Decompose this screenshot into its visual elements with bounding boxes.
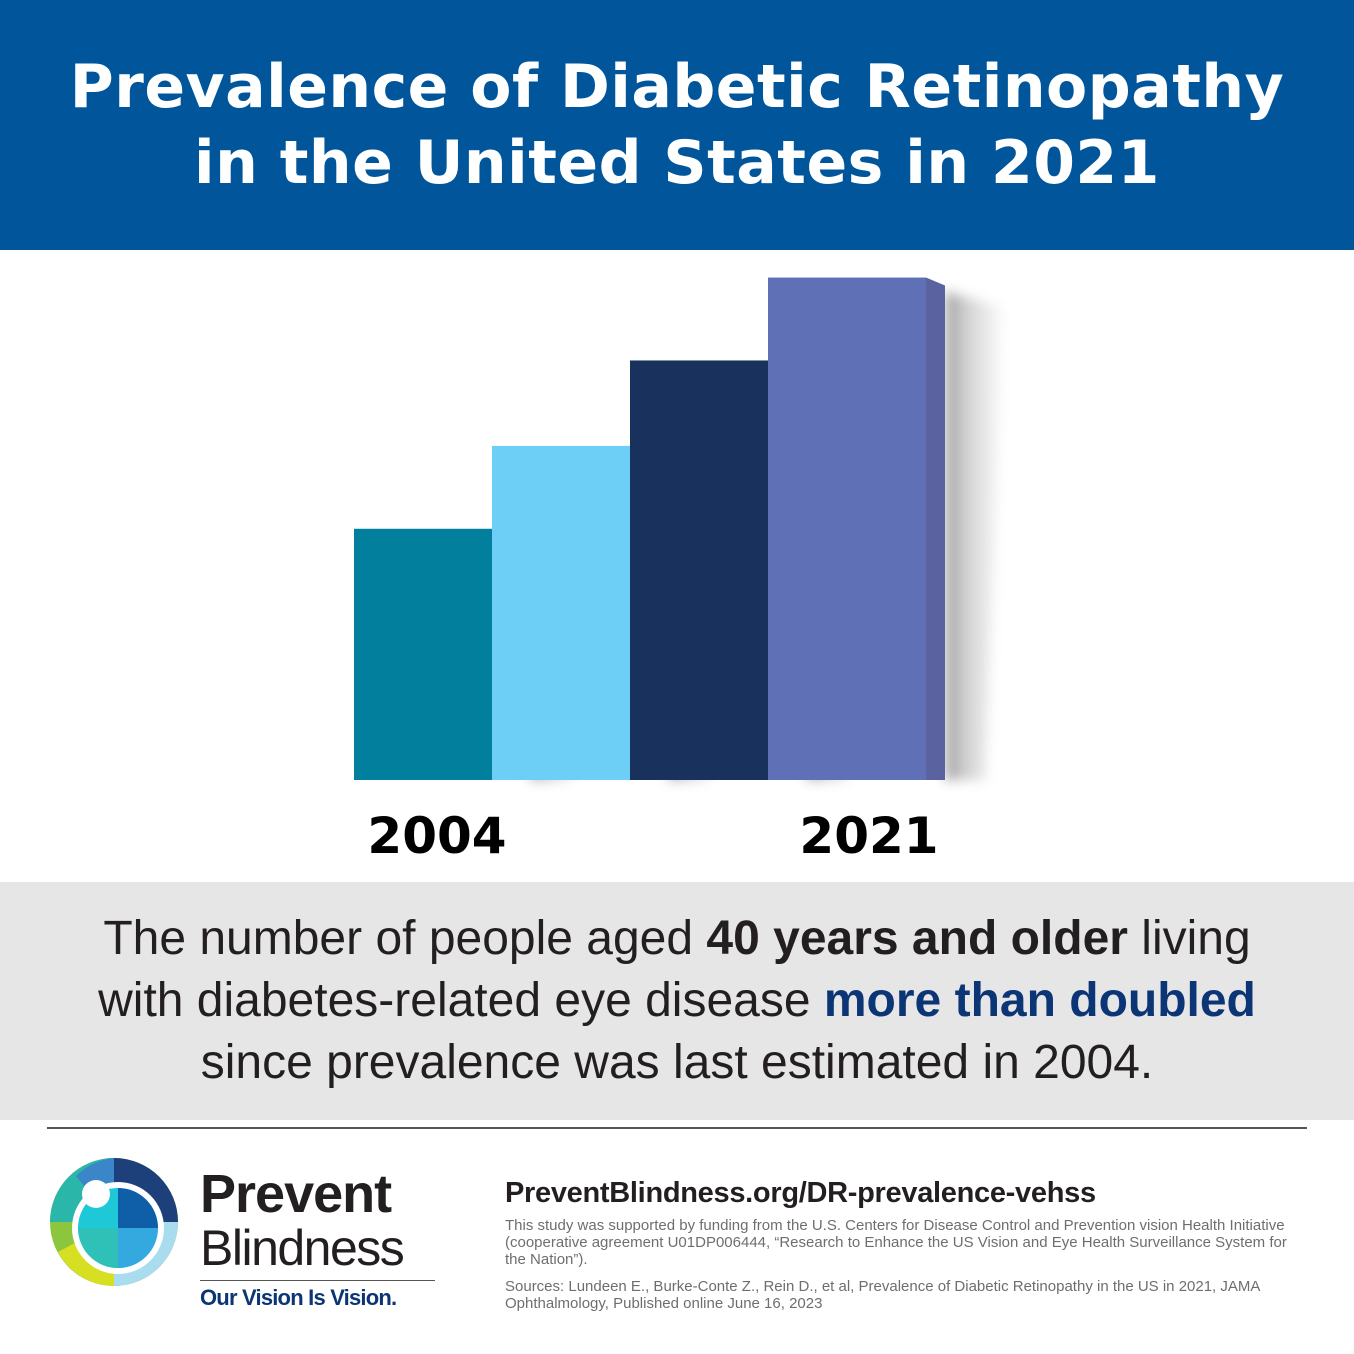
summary-panel: The number of people aged 40 years and o… [0, 882, 1354, 1120]
brand-rule [200, 1280, 435, 1281]
funding-note: This study was supported by funding from… [505, 1217, 1287, 1268]
summary-line-1: The number of people aged 40 years and o… [103, 908, 1250, 970]
summary-text: living [1127, 912, 1251, 965]
summary-emphasis-age: 40 years and older [706, 912, 1128, 965]
bar-front-face [630, 360, 788, 780]
summary-text: with diabetes-related eye disease [98, 974, 824, 1027]
bar-front-face [354, 528, 512, 780]
header-banner: Prevalence of Diabetic Retinopathy in th… [0, 0, 1354, 250]
chart-bars [354, 277, 1005, 780]
title-line-2: in the United States in 2021 [194, 128, 1160, 198]
bar-front-face [492, 445, 650, 780]
summary-line-2: with diabetes-related eye disease more t… [98, 970, 1256, 1032]
brand-name-blindness: Blindness [200, 1220, 405, 1276]
source-url-link[interactable]: PreventBlindness.org/DR-prevalence-vehss [505, 1177, 1096, 1209]
bar-front-face [768, 277, 926, 780]
footer-divider [47, 1127, 1307, 1129]
prevent-blindness-eye-logo-icon [50, 1158, 178, 1286]
brand-tagline: Our Vision Is Vision. [200, 1285, 397, 1310]
title-line-1: Prevalence of Diabetic Retinopathy [69, 52, 1285, 122]
x-tick-label-2004: 2004 [367, 807, 506, 865]
summary-text: The number of people aged [103, 912, 707, 965]
bar-chart: 2004 2021 [354, 277, 1005, 865]
summary-line-3: since prevalence was last estimated in 2… [200, 1036, 1154, 1089]
bar-4 [768, 277, 1005, 780]
bar-side-face [926, 277, 945, 780]
brand-name-prevent: Prevent [200, 1164, 392, 1224]
x-tick-label-2021: 2021 [799, 807, 938, 865]
summary-highlight-doubled: more than doubled [823, 974, 1256, 1027]
sources-note: Sources: Lundeen E., Burke-Conte Z., Rei… [505, 1278, 1260, 1312]
bar-shadow [945, 291, 1005, 780]
